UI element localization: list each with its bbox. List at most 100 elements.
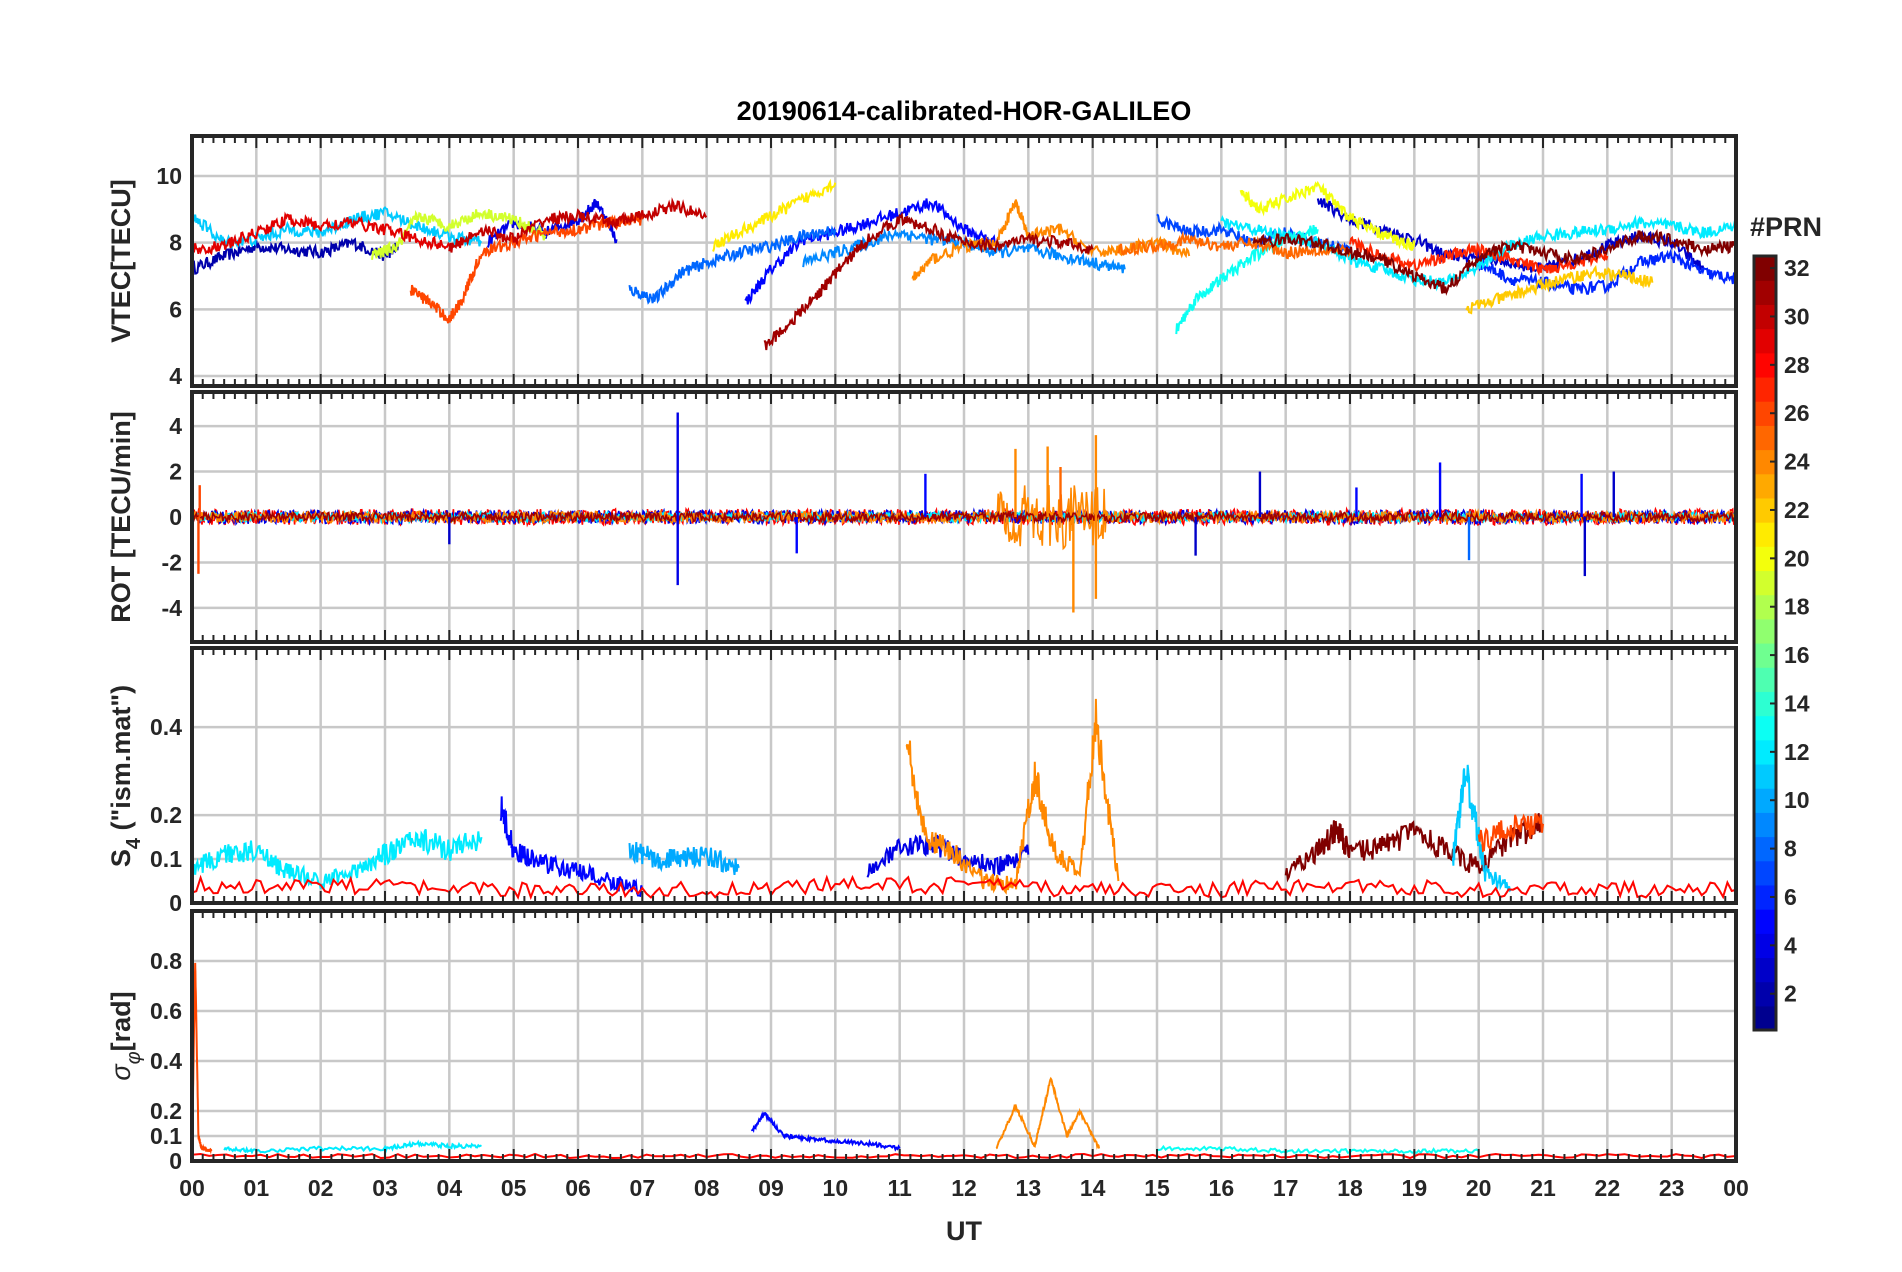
x-tick-label: 05 [501, 1175, 527, 1201]
rot-ytick-label: 0 [169, 504, 182, 530]
sigma-ytick-label: 0.6 [150, 998, 182, 1024]
sigma-series-line [995, 1076, 1101, 1150]
x-tick-label: 00 [1723, 1175, 1749, 1201]
x-tick-label: 14 [1080, 1175, 1106, 1201]
vtec-series-line [1252, 228, 1736, 296]
s4-series-line [1477, 813, 1544, 853]
s4-ytick-label: 0 [169, 890, 182, 916]
vtec-series-line [409, 214, 644, 324]
s4-ylabel: S4 ("ism.mat") [106, 685, 145, 867]
x-tick-label: 09 [758, 1175, 784, 1201]
rot-ytick-label: -2 [162, 549, 182, 575]
sigma-ylabel-main: σ [106, 1063, 136, 1081]
colorbar-band [1754, 522, 1776, 547]
colorbar-tick-label: 12 [1784, 739, 1810, 765]
vtec-ytick-label: 8 [169, 230, 182, 256]
x-tick-label: 17 [1273, 1175, 1299, 1201]
x-tick-label: 07 [630, 1175, 656, 1201]
vtec-y-ticks: 4 6 8 10 [156, 136, 1737, 389]
colorbar-band [1754, 618, 1776, 644]
s4-ylabel-rest: ("ism.mat") [106, 685, 136, 838]
rot-y-ticks: -4 -2 0 2 4 [162, 392, 1737, 642]
vtec-ytick-label: 6 [169, 296, 182, 322]
colorbar-band [1754, 256, 1776, 281]
sigma-series-line [750, 1111, 901, 1152]
vtec-series-line [371, 209, 547, 260]
vtec-series-line [1465, 264, 1654, 315]
colorbar-band [1754, 401, 1776, 426]
colorbar-tick-label: 4 [1784, 932, 1797, 958]
x-tick-label: 15 [1144, 1175, 1170, 1201]
colorbar-band [1754, 328, 1776, 354]
colorbar-band [1754, 981, 1776, 1007]
x-tick-label: 21 [1530, 1175, 1556, 1201]
sigma-ylabel-sub: φ [123, 1051, 145, 1064]
vtec-series-line [1239, 180, 1416, 252]
colorbar-tick-label: 16 [1784, 642, 1810, 668]
chart-title: 20190614-calibrated-HOR-GALILEO [737, 96, 1192, 126]
colorbar-band [1754, 691, 1776, 717]
rot-series-line [192, 509, 1736, 525]
sigma-ytick-label: 0.2 [150, 1098, 182, 1124]
x-axis-label: UT [946, 1216, 982, 1246]
vtec-series-line [763, 211, 1094, 351]
s4-series-line [905, 698, 1120, 895]
s4-series-line [866, 834, 1030, 878]
sigma-ytick-label: 0 [169, 1148, 182, 1174]
colorbar-band [1754, 425, 1776, 451]
colorbar-band [1754, 909, 1776, 934]
colorbar-tick-label: 30 [1784, 303, 1810, 329]
colorbar-band [1754, 280, 1776, 305]
sigma-phi-panel: 00.10.2 0.4 0.6 0.8 σφ[rad] [106, 909, 1738, 1174]
colorbar-band [1754, 497, 1776, 523]
sigma-series-line [192, 962, 213, 1155]
x-tick-label: 03 [372, 1175, 398, 1201]
rot-ylabel: ROT [TECU/min] [106, 411, 136, 622]
colorbar-band [1754, 570, 1776, 596]
vtec-series-line [1349, 235, 1609, 277]
vtec-series-line [192, 211, 451, 256]
colorbar-tick-label: 28 [1784, 352, 1810, 378]
colorbar-bands [1754, 256, 1776, 1031]
sigma-y-ticks: 00.10.2 0.4 0.6 0.8 [150, 911, 1737, 1174]
colorbar-band [1754, 957, 1776, 983]
rot-ytick-label: 4 [169, 413, 182, 439]
sigma-ylabel-rest: [rad] [106, 991, 136, 1051]
colorbar-tick-label: 14 [1784, 690, 1810, 716]
x-tick-label: 06 [565, 1175, 591, 1201]
vtec-grid [190, 136, 1738, 386]
vtec-panel: 4 6 8 10 VTEC[TECU] [106, 134, 1738, 389]
colorbar-tick-label: 20 [1784, 545, 1810, 571]
rot-ytick-label: 2 [169, 459, 182, 485]
x-tick-label: 00 [179, 1175, 205, 1201]
colorbar-tick-label: 26 [1784, 400, 1810, 426]
sigma-series-line [1156, 1144, 1480, 1155]
colorbar-frame [1752, 254, 1778, 1032]
vtec-series-line [1477, 248, 1736, 295]
vtec-series-line [1117, 230, 1351, 260]
x-tick-label: 19 [1402, 1175, 1428, 1201]
vtec-ytick-label: 4 [169, 363, 182, 389]
x-tick-label: 10 [823, 1175, 849, 1201]
s4-ytick-label: 0.1 [150, 846, 182, 872]
s4-series-line [192, 828, 483, 891]
s4-ylabel-sub: 4 [123, 837, 145, 849]
colorbar-band [1754, 304, 1776, 330]
rot-plot-area [192, 412, 1736, 613]
vtec-ytick-label: 10 [156, 163, 182, 189]
x-tick-label: 22 [1595, 1175, 1621, 1201]
x-tick-label: 01 [244, 1175, 270, 1201]
x-tick-label: 23 [1659, 1175, 1685, 1201]
s4-ylabel-main: S [106, 849, 136, 867]
sigma-ylabel: σφ[rad] [106, 991, 145, 1080]
colorbar-band [1754, 352, 1776, 378]
sigma-ytick-label: 0.4 [150, 1048, 182, 1074]
colorbar-band [1754, 836, 1776, 862]
colorbar-band [1754, 473, 1776, 499]
colorbar-band [1754, 812, 1776, 838]
x-tick-label: 11 [888, 1175, 913, 1201]
x-tick-label: 02 [308, 1175, 334, 1201]
